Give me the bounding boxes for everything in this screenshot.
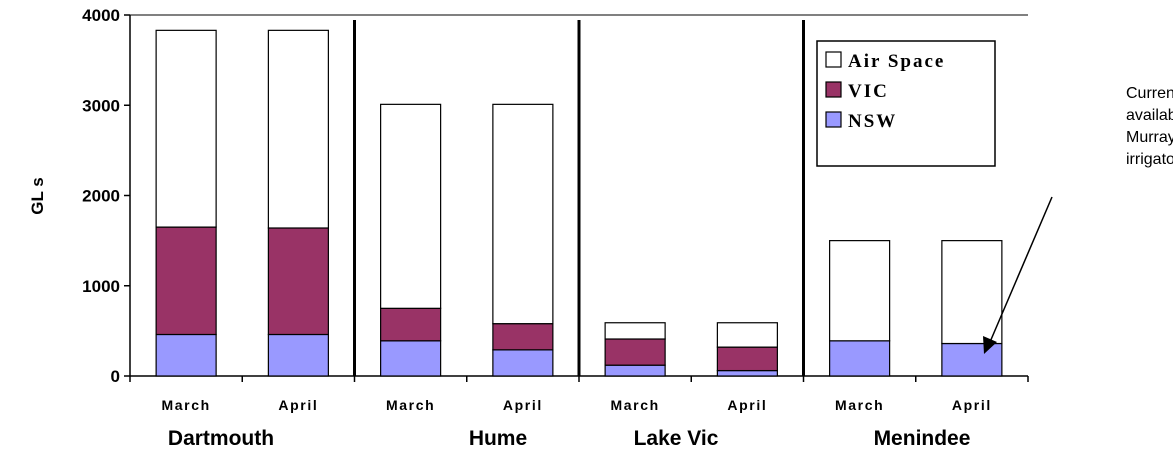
x-tick-label: April — [503, 397, 543, 413]
group-dividers — [353, 20, 805, 376]
x-tick-label: March — [386, 397, 435, 413]
y-tick-label: 4000 — [82, 6, 120, 25]
annotation-arrow-line — [989, 196, 1053, 343]
y-tick-label: 1000 — [82, 277, 120, 296]
legend-swatch — [825, 81, 842, 98]
x-tick-label: March — [611, 397, 660, 413]
legend-label: VIC — [848, 81, 889, 102]
annotation-line-3: Murray — [1126, 129, 1173, 146]
bar-segment-vic — [716, 346, 778, 372]
bar-segment-air-space — [829, 240, 891, 342]
bar-segment-vic — [267, 227, 329, 336]
x-tick-label: April — [727, 397, 767, 413]
x-tick-label: March — [162, 397, 211, 413]
bar-segment-vic — [492, 323, 554, 351]
group-label: Menindee — [874, 427, 971, 450]
group-label: Hume — [469, 427, 527, 450]
y-tick-label: 3000 — [82, 96, 120, 115]
legend-label: NSW — [848, 111, 897, 132]
legend-box — [816, 40, 996, 167]
y-tick-label: 0 — [111, 367, 120, 386]
annotation-line-2: available for — [1126, 107, 1173, 124]
group-label: Lake Vic — [634, 427, 719, 450]
legend-swatch — [825, 111, 842, 128]
bar-segment-nsw — [155, 333, 217, 377]
bar-segment-nsw — [267, 333, 329, 377]
bar-segment-nsw — [716, 369, 778, 377]
legend-label: Air Space — [848, 51, 945, 72]
annotation-arrowhead-icon — [983, 336, 997, 354]
bar-segment-air-space — [604, 322, 666, 340]
bar-segment-nsw — [941, 342, 1003, 377]
bar-segment-air-space — [492, 103, 554, 325]
bar-segment-nsw — [380, 340, 442, 377]
annotation-line-4: irrigators — [1126, 151, 1173, 168]
legend-items: Air Space VIC NSW — [825, 51, 945, 132]
x-tick-label: March — [835, 397, 884, 413]
bar-segment-air-space — [155, 29, 217, 228]
group-label: Dartmouth — [168, 427, 274, 450]
bar-segment-air-space — [716, 322, 778, 348]
y-tick-label: 2000 — [82, 187, 120, 206]
legend: Air Space VIC NSW — [816, 40, 996, 167]
bars — [155, 29, 1003, 377]
bar-segment-nsw — [604, 364, 666, 377]
x-tick-label: April — [952, 397, 992, 413]
y-axis-label: GL s — [28, 177, 47, 214]
bar-segment-nsw — [829, 340, 891, 377]
bar-segment-vic — [604, 338, 666, 366]
annotation-line-1: Currently Not — [1126, 85, 1173, 102]
bar-segment-air-space — [380, 103, 442, 309]
x-tick-label: April — [278, 397, 318, 413]
bar-segment-vic — [380, 307, 442, 342]
annotation: Currently Not available for Murray irrig… — [983, 85, 1173, 354]
bar-segment-air-space — [941, 240, 1003, 345]
bar-segment-vic — [155, 226, 217, 336]
legend-swatch — [825, 51, 842, 68]
bar-segment-nsw — [492, 349, 554, 377]
bar-segment-air-space — [267, 29, 329, 229]
tick-labels: 0 1000 2000 3000 4000 March April March April Mar… — [82, 6, 992, 450]
